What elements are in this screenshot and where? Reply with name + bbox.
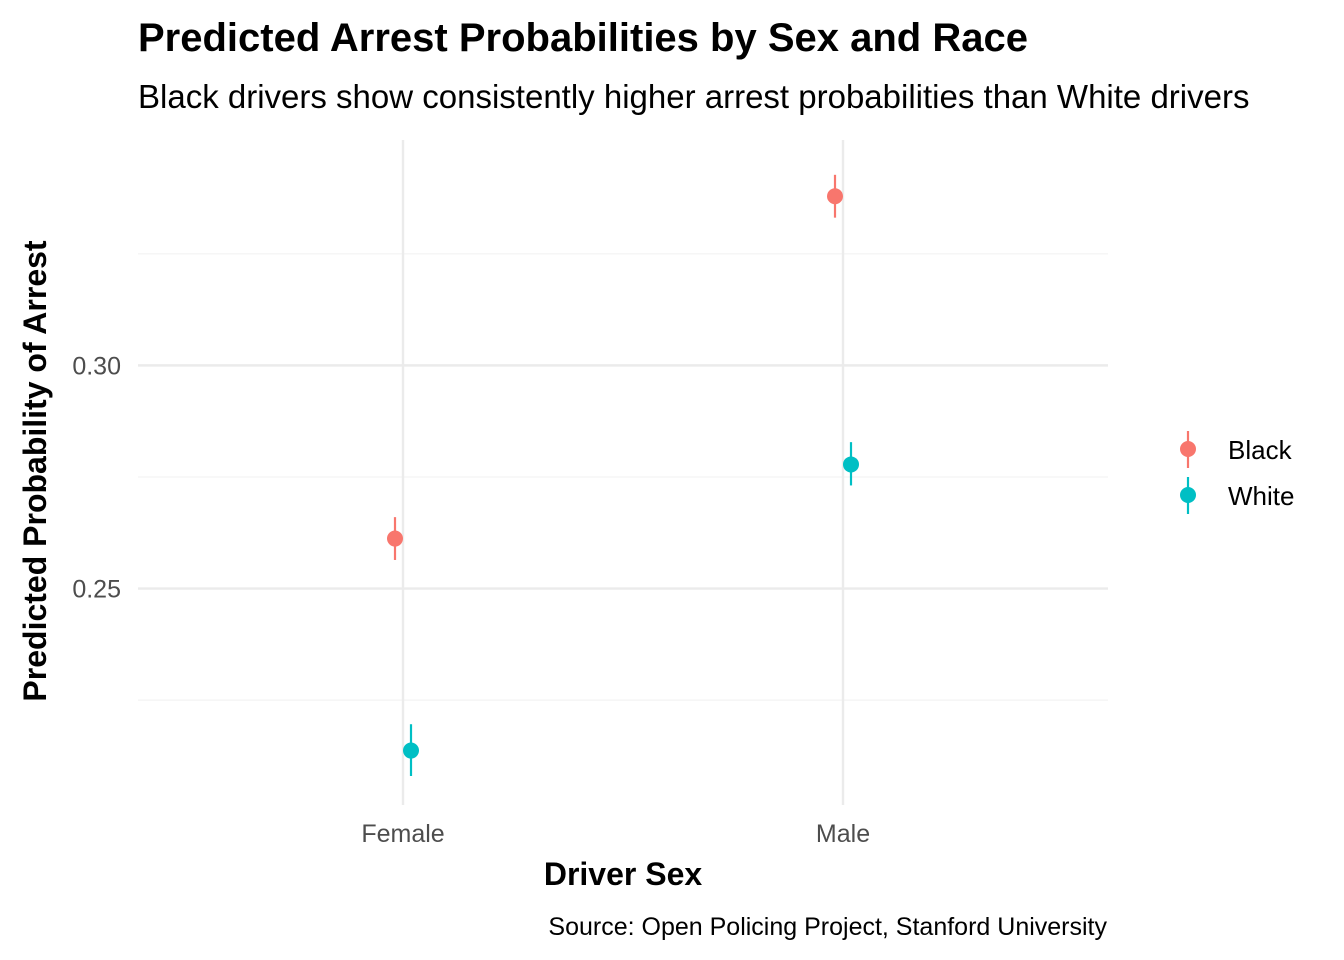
legend: Black White (1180, 431, 1294, 514)
legend-key-point-black (1180, 441, 1196, 457)
chart-title: Predicted Arrest Probabilities by Sex an… (138, 16, 1028, 60)
legend-label-black: Black (1228, 435, 1293, 465)
point-black-male (827, 188, 843, 205)
grid (138, 140, 1108, 805)
x-axis-title: Driver Sex (544, 856, 703, 892)
y-axis-ticks: 0.25 0.30 (72, 352, 121, 603)
x-tick-label: Male (816, 820, 870, 848)
y-tick-label: 0.30 (72, 352, 121, 380)
x-axis-ticks: Female Male (361, 820, 870, 848)
chart-subtitle: Black drivers show consistently higher a… (138, 78, 1249, 115)
caption: Source: Open Policing Project, Stanford … (548, 913, 1107, 941)
legend-label-white: White (1228, 481, 1294, 511)
point-black-female (387, 530, 403, 547)
point-white-female (403, 742, 419, 759)
point-white-male (843, 456, 859, 473)
data-points (387, 174, 859, 776)
legend-key-point-white (1180, 487, 1196, 503)
y-tick-label: 0.25 (72, 576, 121, 604)
y-axis-title: Predicted Probability of Arrest (17, 240, 53, 701)
x-tick-label: Female (361, 820, 444, 848)
